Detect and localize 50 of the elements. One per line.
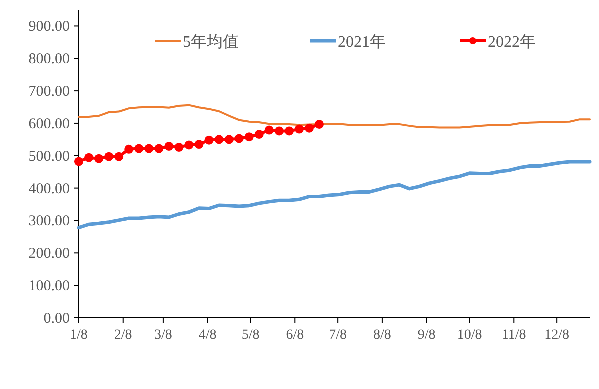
point [94,154,104,164]
x-tick-label: 12/8 [544,328,570,343]
legend-label: 5年均值 [183,34,239,51]
y-tick-label: 900.00 [28,19,70,36]
point [314,120,324,129]
point [134,144,144,154]
point [244,132,254,142]
y-tick-label: 300.00 [28,214,70,230]
point [204,136,214,145]
y-tick-label: 500.00 [28,148,70,165]
point [264,126,274,135]
y-tick-label: 400.00 [28,181,70,198]
point [84,153,94,162]
point [164,142,174,151]
point [144,144,154,154]
point [304,124,314,133]
point [184,140,194,150]
x-tick-label: 3/8 [154,328,172,343]
y-tick-label: 800.00 [28,52,70,68]
legend-label: 2022年 [488,34,536,51]
y-tick-label: 100.00 [28,278,70,295]
point [234,134,244,144]
point [194,140,204,150]
y-tick-label: 600.00 [28,116,70,132]
y-tick-label: 700.00 [28,84,70,100]
x-tick-label: 1/8 [70,328,88,343]
x-tick-label: 5/8 [242,328,260,343]
x-tick-label: 9/8 [418,328,436,343]
x-tick-label: 11/8 [502,328,526,343]
point [224,135,234,144]
x-tick-label: 8/8 [374,328,392,343]
point [74,157,84,166]
point [214,135,224,144]
x-tick-label: 4/8 [198,328,217,343]
x-tick-label: 10/8 [457,328,482,343]
point [284,126,294,136]
y-tick-label: 0.00 [44,311,70,327]
point [274,126,284,136]
x-tick-label: 6/8 [286,328,304,343]
point [154,144,164,154]
x-tick-label: 7/8 [329,328,348,343]
point [114,152,124,162]
point [124,144,134,154]
y-tick-label: 200.00 [28,246,70,262]
point [104,152,114,162]
point [174,142,184,152]
x-tick-label: 2/8 [114,328,132,343]
point [254,130,264,139]
point [294,124,304,134]
legend-label: 2021年 [338,34,386,51]
